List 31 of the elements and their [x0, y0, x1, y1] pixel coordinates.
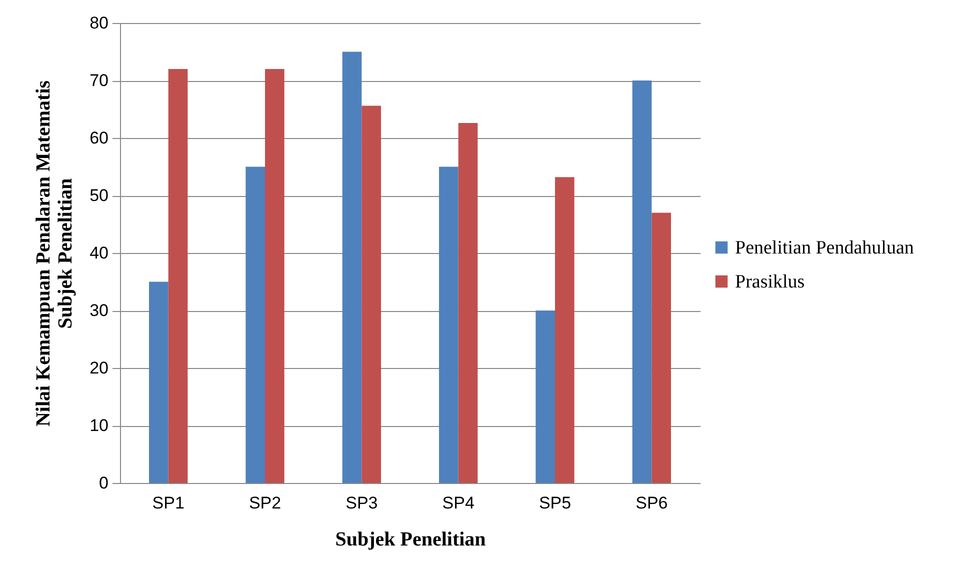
- bar: [458, 123, 478, 483]
- bar: [536, 310, 555, 483]
- x-tick-label: SP5: [538, 494, 572, 512]
- bar: [439, 166, 458, 483]
- y-tick-label: 10: [90, 416, 108, 435]
- legend-label: Prasiklus: [735, 272, 805, 292]
- y-axis-title: Nilai Kemampuan Penalaran Matematis Subjek Penelitian: [32, 80, 77, 427]
- y-tick-label: 30: [90, 301, 108, 320]
- bar: [168, 69, 188, 483]
- bar: [555, 177, 574, 483]
- bar: [342, 52, 362, 483]
- y-tick-label: 70: [90, 71, 108, 90]
- x-tick-label: SP1: [152, 494, 184, 512]
- x-tick-label: SP2: [248, 494, 282, 512]
- bar: [246, 166, 265, 483]
- y-tick-label: 80: [90, 14, 108, 32]
- x-tick-label: SP4: [442, 494, 474, 512]
- bar: [149, 282, 168, 483]
- y-tick-label: 40: [90, 244, 108, 262]
- bar: [362, 106, 381, 483]
- x-tick-label: SP3: [346, 494, 378, 512]
- y-tick-label: 50: [90, 186, 108, 205]
- bar: [652, 212, 671, 483]
- x-axis-title: Subjek Penelitian: [335, 528, 486, 550]
- y-tick-label: 0: [99, 474, 108, 492]
- y-tick-label: 20: [90, 358, 108, 378]
- bar: [632, 80, 652, 483]
- bar: [265, 69, 284, 483]
- x-tick-label: SP6: [636, 494, 668, 512]
- legend-label: Penelitian Pendahuluan: [735, 238, 914, 258]
- y-tick-label: 60: [90, 128, 108, 148]
